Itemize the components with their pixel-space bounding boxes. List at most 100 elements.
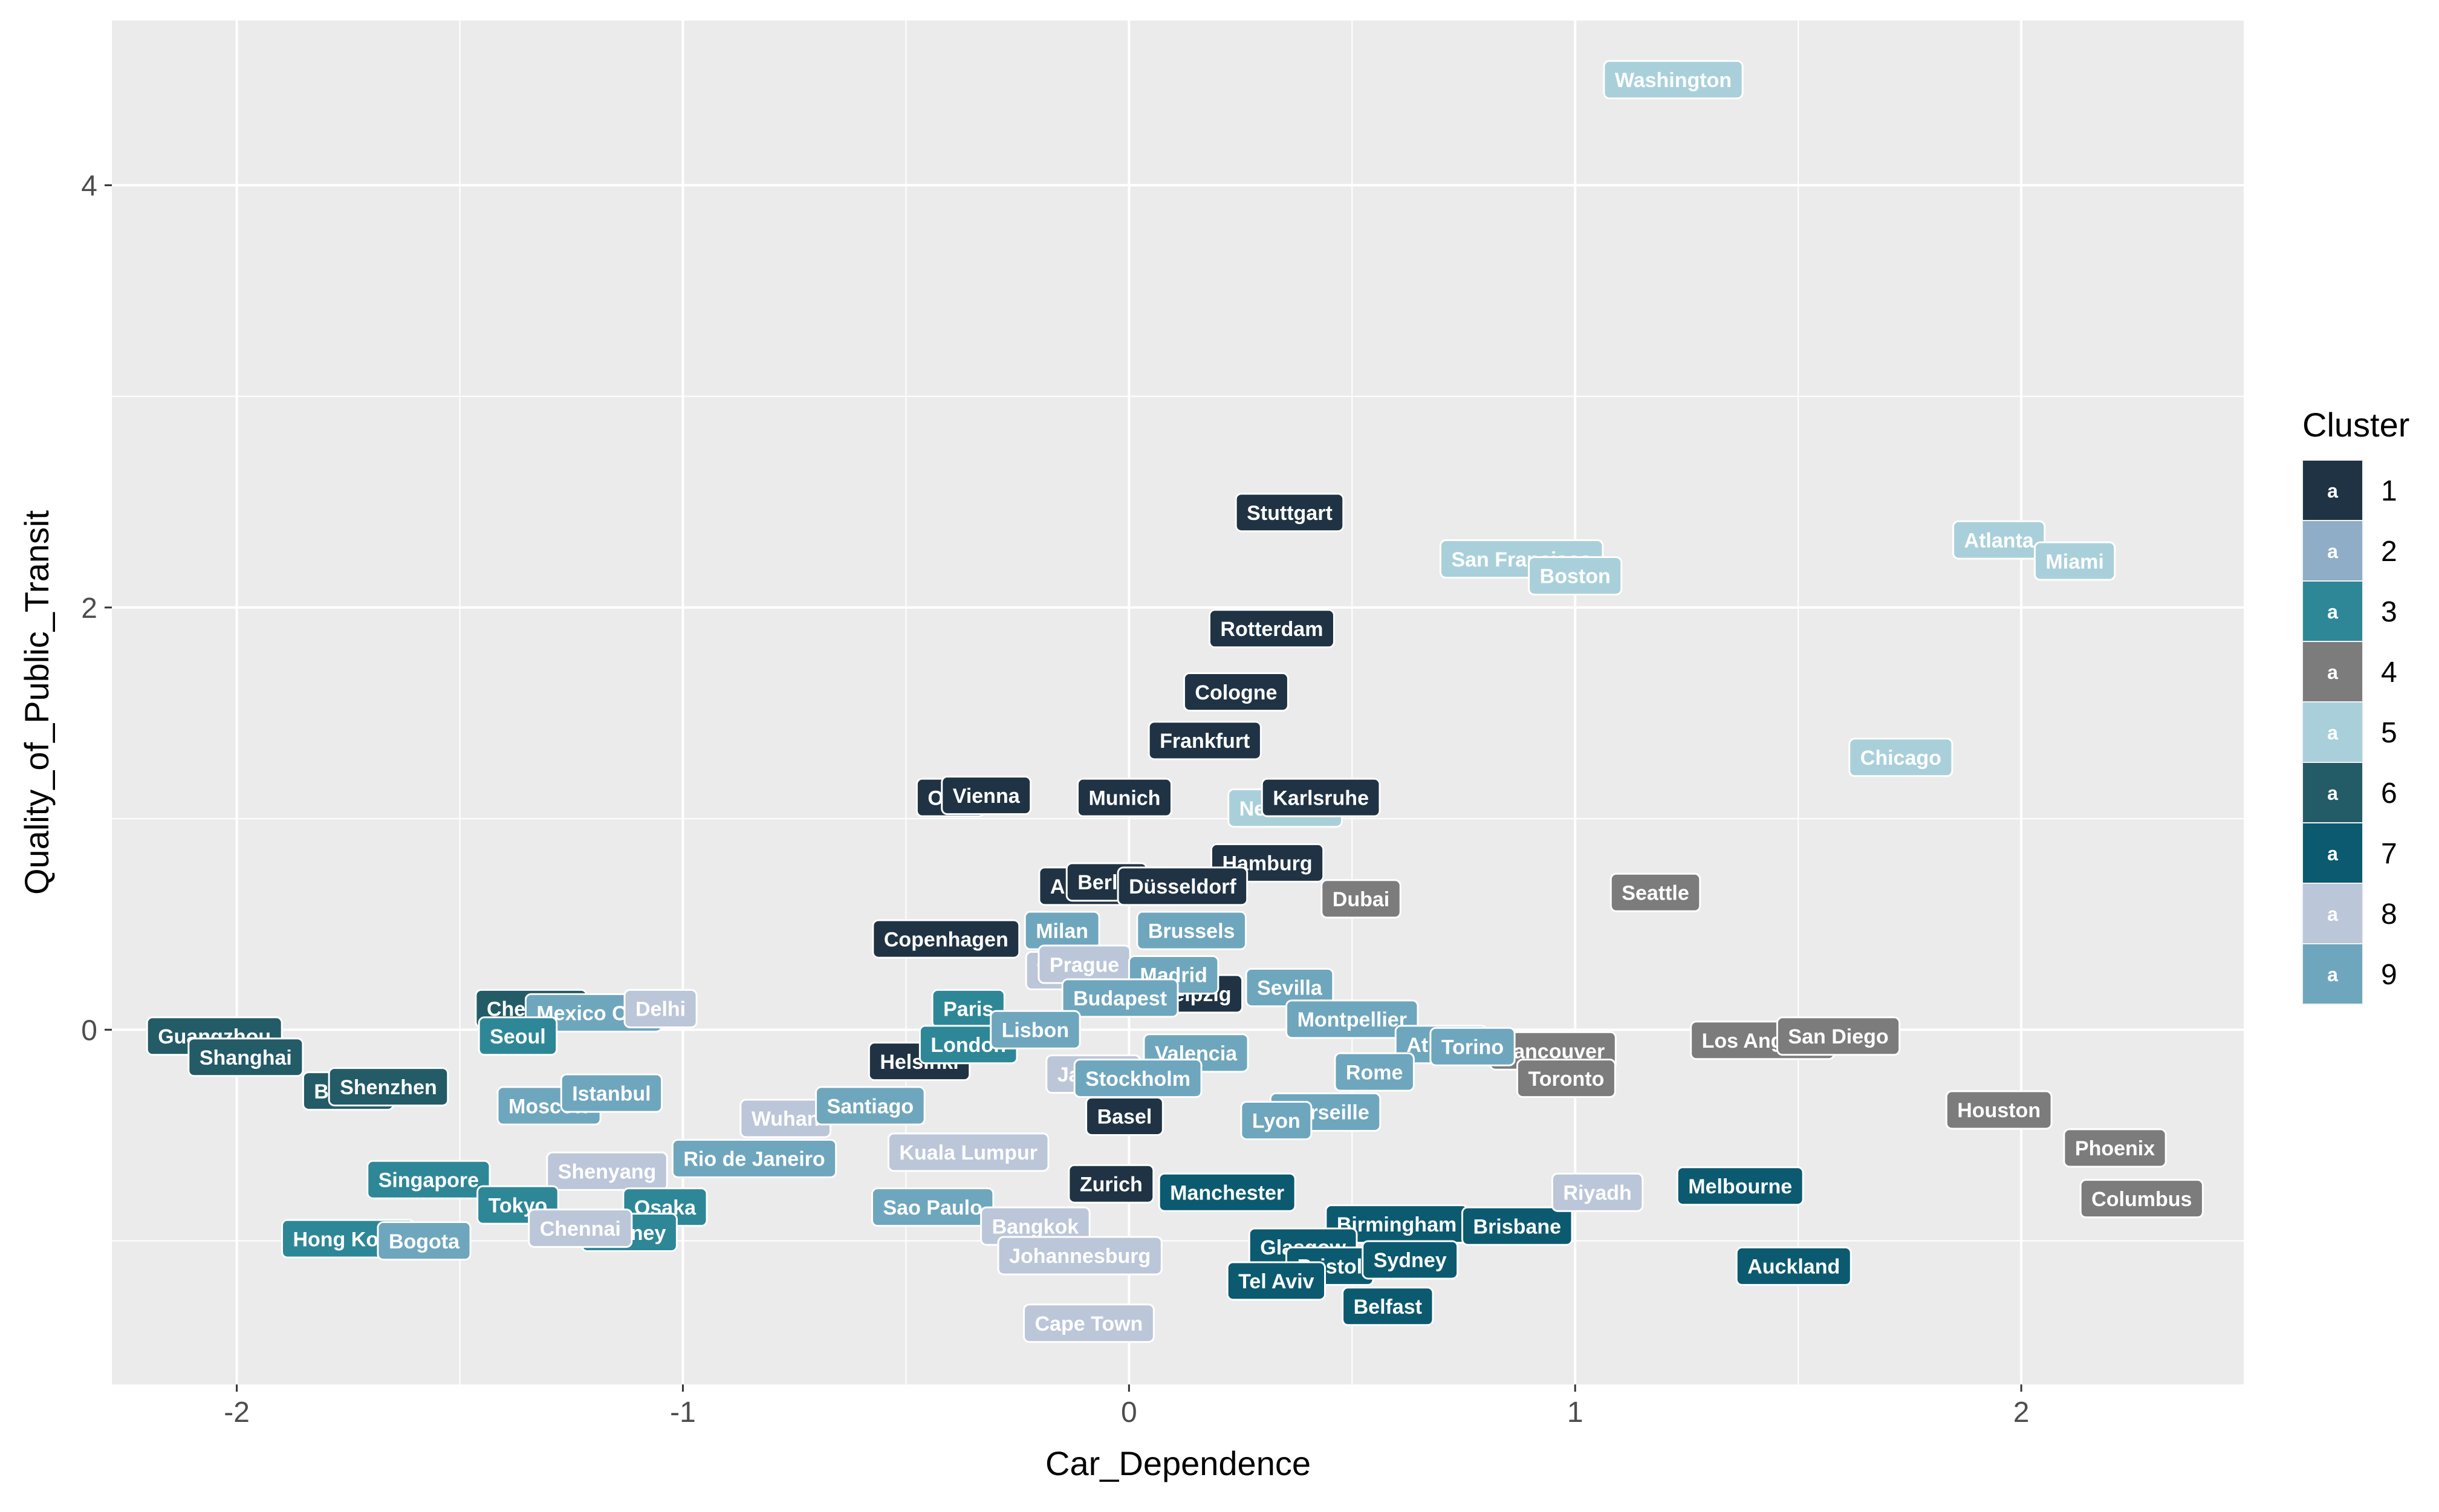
city-label: Melbourne	[1676, 1166, 1804, 1206]
city-label: Kuala Lumpur	[887, 1132, 1050, 1172]
city-label: Belfast	[1342, 1286, 1434, 1326]
city-label-text: Phoenix	[2075, 1137, 2155, 1160]
legend-key-glyph: a	[2327, 540, 2338, 562]
city-label-text: Belfast	[1354, 1296, 1422, 1319]
city-label-text: Melbourne	[1688, 1175, 1792, 1198]
x-tick-label: -2	[224, 1397, 250, 1429]
city-label-text: Wuhan	[752, 1108, 820, 1131]
x-tick-label: 1	[1567, 1397, 1583, 1429]
city-label-box	[1776, 1016, 1901, 1056]
legend-key	[2302, 822, 2363, 884]
city-label-text: Sydney	[1374, 1249, 1447, 1272]
city-label-box	[478, 1016, 558, 1056]
city-label: Cologne	[1183, 672, 1289, 712]
city-label-box	[1285, 999, 1419, 1039]
y-tick-label: 0	[81, 1014, 97, 1046]
city-label: Boston	[1528, 556, 1623, 595]
city-label-text: Frankfurt	[1160, 730, 1250, 753]
city-label-box	[815, 1086, 926, 1126]
city-label: Shenzhen	[328, 1067, 449, 1107]
city-label-box	[1952, 520, 2046, 560]
city-label-box	[1320, 879, 1401, 919]
legend: Cluster a 1a 2a 3a 4a 5a 6a 7a 8a 9	[2302, 406, 2409, 1005]
x-axis-title: Car_Dependence	[1045, 1444, 1311, 1482]
city-label-text: Kuala Lumpur	[899, 1141, 1038, 1164]
y-tick-label: 2	[81, 592, 97, 625]
legend-key	[2302, 641, 2363, 702]
city-label-box	[1117, 866, 1249, 906]
city-label-text: Johannesburg	[1009, 1245, 1151, 1268]
city-label: Torino	[1429, 1027, 1516, 1066]
city-label: Singapore	[366, 1160, 491, 1199]
legend-label: 4	[2381, 657, 2397, 689]
city-label: Munich	[1076, 777, 1172, 817]
city-label: Washington	[1603, 60, 1744, 100]
city-label-box	[560, 1073, 663, 1113]
city-label-text: Cape Town	[1035, 1312, 1143, 1335]
city-label-text: Shenzhen	[340, 1076, 437, 1099]
city-label-box	[1235, 493, 1345, 533]
city-label-text: Dubai	[1333, 888, 1389, 911]
city-label-text: Manchester	[1170, 1181, 1284, 1204]
city-label: Seattle	[1609, 872, 1701, 912]
city-label: Stockholm	[1073, 1059, 1203, 1098]
city-label: Frankfurt	[1148, 721, 1262, 761]
legend-label: 2	[2381, 536, 2397, 568]
city-label-text: Torino	[1441, 1036, 1504, 1059]
city-label: San Diego	[1776, 1016, 1901, 1056]
city-label-text: Sevilla	[1257, 977, 1323, 1000]
city-label: Sao Paulo	[871, 1187, 995, 1227]
city-label-text: Chicago	[1860, 747, 1941, 770]
city-label-text: Copenhagen	[884, 928, 1008, 951]
city-label: Manchester	[1158, 1172, 1296, 1212]
city-label-box	[1334, 1052, 1415, 1092]
city-label-text: Seattle	[1622, 882, 1689, 905]
major-gridlines	[112, 21, 2244, 1384]
city-label: Budapest	[1061, 978, 1179, 1018]
city-label-box	[1068, 1164, 1155, 1204]
city-label-text: Shenyang	[558, 1161, 656, 1184]
city-label-box	[1342, 1286, 1434, 1326]
city-label: Karlsruhe	[1261, 777, 1381, 817]
city-label: Brisbane	[1461, 1206, 1573, 1246]
city-label-box	[1183, 672, 1289, 712]
city-label-box	[1073, 1059, 1203, 1098]
city-label: Houston	[1945, 1090, 2053, 1130]
city-label-text: Singapore	[378, 1169, 479, 1192]
city-label-text: Basel	[1097, 1106, 1152, 1129]
city-label-text: Budapest	[1073, 987, 1167, 1010]
city-label-box	[1261, 777, 1381, 817]
city-label: Riyadh	[1551, 1172, 1644, 1212]
legend-label: 5	[2381, 717, 2397, 749]
city-label-text: Toronto	[1528, 1068, 1605, 1091]
city-label-box	[1516, 1059, 1616, 1098]
city-label: Prague	[1038, 944, 1131, 984]
x-tick-label: -1	[670, 1397, 696, 1429]
city-label-text: Milan	[1036, 920, 1088, 943]
city-label-text: Rio de Janeiro	[683, 1148, 825, 1171]
city-label-box	[872, 919, 1021, 959]
city-label: Rome	[1334, 1052, 1415, 1092]
city-label-box	[1609, 872, 1701, 912]
legend-key	[2302, 762, 2363, 823]
city-label-text: Lisbon	[1002, 1019, 1069, 1042]
city-label: Milan	[1024, 910, 1100, 950]
city-label-box	[1528, 556, 1623, 595]
city-label-text: Columbus	[2091, 1188, 2192, 1211]
city-label-box	[997, 1236, 1163, 1276]
city-label-box	[377, 1221, 472, 1261]
city-label-text: Karlsruhe	[1273, 787, 1369, 810]
city-label: Montpellier	[1285, 999, 1419, 1039]
city-label-text: Shanghai	[200, 1046, 292, 1069]
city-label: Toronto	[1516, 1059, 1616, 1098]
city-label-box	[887, 1132, 1050, 1172]
city-label-box	[2033, 541, 2116, 581]
x-tick-label: 2	[2013, 1397, 2030, 1429]
city-label-text: Düsseldorf	[1129, 875, 1236, 898]
city-label: Auckland	[1735, 1246, 1852, 1286]
city-label: Basel	[1085, 1096, 1164, 1136]
